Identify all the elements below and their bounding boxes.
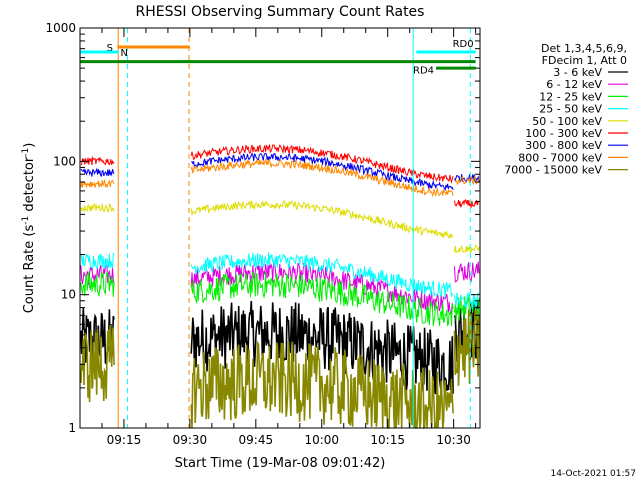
series-line [80, 152, 480, 191]
flag-label: N [120, 48, 127, 59]
legend-item-5: 100 - 300 keV [525, 127, 628, 140]
x-tick-label: 10:15 [370, 433, 405, 447]
legend-label: 25 - 50 keV [539, 103, 602, 116]
y-tick-label: 1 [68, 421, 76, 435]
flag-segment-0: S [107, 43, 190, 54]
x-tick-label: 09:45 [239, 433, 274, 447]
legend-label: 50 - 100 keV [532, 115, 602, 128]
x-tick-label: 09:15 [107, 433, 142, 447]
series-line [80, 252, 480, 309]
legend-item-3: 25 - 50 keV [539, 103, 628, 116]
x-axis-label: Start Time (19-Mar-08 09:01:42) [175, 456, 386, 471]
y-axis-label-end: ) [22, 143, 37, 148]
legend: Det 1,3,4,5,6,9,FDecim 1, Att 03 - 6 keV… [504, 42, 628, 177]
legend-label: 12 - 25 keV [539, 90, 602, 103]
legend-item-0: 3 - 6 keV [553, 66, 628, 79]
series-line [80, 158, 480, 198]
legend-label: 3 - 6 keV [553, 66, 602, 79]
legend-item-7: 800 - 7000 keV [518, 151, 628, 164]
y-axis-label-mid: detector [22, 156, 37, 216]
y-tick-label: 100 [53, 154, 76, 168]
series-line [80, 200, 480, 254]
legend-label: 7000 - 15000 keV [504, 164, 602, 177]
y-axis-label-main: Count Rate (s [22, 225, 37, 314]
legend-item-1: 6 - 12 keV [546, 78, 628, 91]
axes: 1 10 100 1000 09:15 09:30 09:45 10:00 10:15 10:30 [45, 21, 481, 447]
axes-frame [79, 27, 481, 429]
flag-label: RD4 [413, 66, 434, 77]
series-7 [80, 158, 480, 198]
legend-item-6: 300 - 800 keV [525, 139, 628, 152]
series-line [80, 144, 480, 208]
legend-label: 800 - 7000 keV [518, 151, 602, 164]
y-axis-label-sup1: -1 [21, 216, 31, 225]
y-axis-label: Count Rate (s-1 detector-1) [21, 143, 37, 314]
legend-header-1: FDecim 1, Att 0 [542, 54, 627, 67]
y-tick-label: 1000 [45, 21, 76, 35]
flag-segment-2: RD0 [416, 39, 476, 54]
series-6 [80, 152, 480, 191]
plot-area: S N RD0 RD4 [79, 28, 480, 430]
legend-label: 100 - 300 keV [525, 127, 602, 140]
legend-item-2: 12 - 25 keV [539, 90, 628, 103]
series-5 [80, 144, 480, 208]
legend-header-0: Det 1,3,4,5,6,9, [541, 42, 627, 55]
legend-item-8: 7000 - 15000 keV [504, 164, 628, 177]
series-4 [80, 200, 480, 254]
footer-date: 14-Oct-2021 01:57 [551, 469, 636, 479]
y-tick-label: 10 [61, 288, 76, 302]
chart-title: RHESSI Observing Summary Count Rates [136, 4, 425, 20]
x-tick-label: 09:30 [173, 433, 208, 447]
series-3 [80, 252, 480, 309]
legend-label: 300 - 800 keV [525, 139, 602, 152]
y-axis-label-sup2: -1 [21, 148, 31, 157]
flag-segment-3: RD4 [80, 60, 476, 77]
x-tick-label: 10:00 [304, 433, 339, 447]
flag-label: RD0 [453, 39, 474, 50]
legend-item-4: 50 - 100 keV [532, 115, 628, 128]
flag-segment-1: N [80, 48, 128, 59]
flag-label: S [107, 43, 113, 54]
x-tick-label: 10:30 [436, 433, 471, 447]
legend-label: 6 - 12 keV [546, 78, 602, 91]
